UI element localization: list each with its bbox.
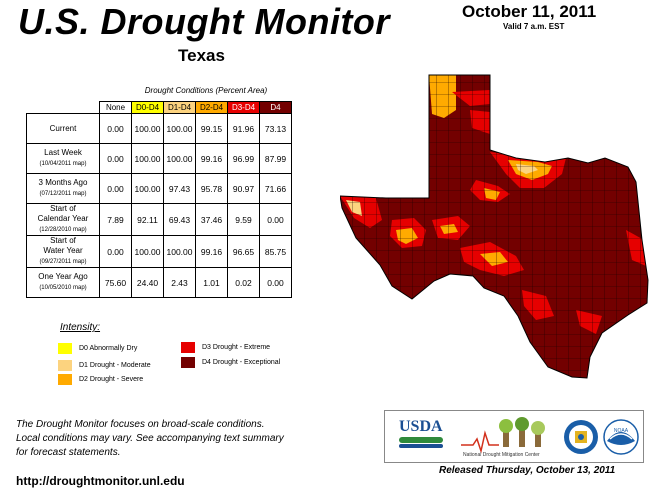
legend-label: D4 Drought - Exceptional	[202, 359, 281, 366]
legend-item-d0: D0 Abnormally Dry	[58, 343, 137, 354]
table-cell: 0.00	[259, 203, 292, 236]
column-header-none: None	[99, 101, 132, 114]
table-cell: 99.16	[195, 235, 228, 268]
drought-conditions-table: None D0-D4 D1-D4 D2-D4 D3-D4 D4 Current …	[26, 101, 292, 298]
note-line: for forecast statements.	[16, 447, 121, 458]
table-row: Start of Water Year (09/27/2011 map) 0.00 …	[26, 235, 292, 268]
legend-title: Intensity:	[60, 322, 101, 333]
table-cell: 85.75	[259, 235, 292, 268]
row-label: Last Week (10/04/2011 map)	[26, 143, 100, 174]
table-cell: 96.65	[227, 235, 260, 268]
table-cell: 0.00	[99, 235, 132, 268]
table-cell: 99.16	[195, 143, 228, 174]
table-cell: 100.00	[131, 143, 164, 174]
website-link[interactable]: http://droughtmonitor.unl.edu	[16, 474, 185, 488]
column-header-d3-d4: D3-D4	[227, 101, 260, 114]
legend-item-d1: D1 Drought - Moderate	[58, 360, 151, 371]
release-date: Released Thursday, October 13, 2011	[439, 465, 616, 476]
note-line: Local conditions may vary. See accompany…	[16, 433, 284, 444]
table-cell: 87.99	[259, 143, 292, 174]
table-cell: 100.00	[163, 113, 196, 144]
row-label: One Year Ago (10/05/2010 map)	[26, 267, 100, 298]
table-cell: 97.43	[163, 173, 196, 204]
table-cell: 100.00	[163, 143, 196, 174]
table-cell: 7.89	[99, 203, 132, 236]
page-title: U.S. Drought Monitor	[18, 1, 390, 42]
table-cell: 100.00	[163, 235, 196, 268]
legend-label: D1 Drought - Moderate	[79, 362, 151, 369]
table-cell: 71.66	[259, 173, 292, 204]
noaa-label: NOAA	[614, 428, 629, 434]
legend-swatch-d1	[58, 360, 72, 371]
table-caption: Drought Conditions (Percent Area)	[144, 86, 268, 95]
table-cell: 24.40	[131, 267, 164, 298]
table-cell: 0.00	[99, 173, 132, 204]
table-row: Current 0.00 100.00 100.00 99.15 91.96 7…	[26, 113, 292, 144]
table-cell: 100.00	[131, 235, 164, 268]
legend-swatch-d2	[58, 374, 72, 385]
table-cell: 90.97	[227, 173, 260, 204]
table-cell: 0.00	[99, 113, 132, 144]
table-cell: 95.78	[195, 173, 228, 204]
region-title: Texas	[178, 46, 225, 65]
column-header-d1-d4: D1-D4	[163, 101, 196, 114]
table-cell: 0.00	[99, 143, 132, 174]
table-cell: 37.46	[195, 203, 228, 236]
table-cell: 0.00	[259, 267, 292, 298]
table-row: 3 Months Ago (07/12/2011 map) 0.00 100.00…	[26, 173, 292, 204]
disclaimer-note: The Drought Monitor focuses on broad-sca…	[16, 418, 284, 460]
table-cell: 69.43	[163, 203, 196, 236]
texas-drought-map	[340, 74, 649, 379]
commerce-seal-icon	[564, 420, 598, 454]
row-label: Start of Water Year (09/27/2011 map)	[26, 235, 100, 268]
column-header-d2-d4: D2-D4	[195, 101, 228, 114]
usda-logo: USDA	[399, 419, 443, 448]
legend-item-d4: D4 Drought - Exceptional	[181, 357, 280, 368]
ndmc-logo	[461, 417, 545, 454]
row-label: Start of Calendar Year (12/28/2010 map)	[26, 203, 100, 236]
table-row: One Year Ago (10/05/2010 map) 75.60 24.40…	[26, 267, 292, 298]
table-cell: 2.43	[163, 267, 196, 298]
legend-swatch-d3	[181, 342, 195, 353]
table-cell: 1.01	[195, 267, 228, 298]
legend-label: D3 Drought - Extreme	[202, 344, 271, 351]
note-line: The Drought Monitor focuses on broad-sca…	[16, 419, 265, 430]
row-label: 3 Months Ago (07/12/2011 map)	[26, 173, 100, 204]
legend-item-d3: D3 Drought - Extreme	[181, 342, 270, 353]
table-cell: 99.15	[195, 113, 228, 144]
table-cell: 9.59	[227, 203, 260, 236]
ndmc-label: National Drought Mitigation Center	[463, 452, 540, 458]
table-row: Start of Calendar Year (12/28/2010 map) 7.…	[26, 203, 292, 236]
table-cell: 0.02	[227, 267, 260, 298]
legend-swatch-d4	[181, 357, 195, 368]
legend-label: D2 Drought - Severe	[79, 376, 144, 383]
column-header-d0-d4: D0-D4	[131, 101, 164, 114]
row-label: Current	[26, 113, 100, 144]
partner-logos: USDA National Drought Mitigation Center …	[384, 410, 644, 463]
table-cell: 92.11	[131, 203, 164, 236]
legend-swatch-d0	[58, 343, 72, 354]
table-corner	[27, 102, 100, 114]
table-cell: 100.00	[131, 113, 164, 144]
legend-label: D0 Abnormally Dry	[79, 345, 138, 352]
table-cell: 96.99	[227, 143, 260, 174]
table-cell: 73.13	[259, 113, 292, 144]
table-row: Last Week (10/04/2011 map) 0.00 100.00 10…	[26, 143, 292, 174]
table-cell: 91.96	[227, 113, 260, 144]
table-cell: 75.60	[99, 267, 132, 298]
column-header-d4: D4	[259, 101, 292, 114]
noaa-logo-icon: NOAA	[603, 419, 639, 455]
map-date: October 11, 2011	[462, 2, 597, 21]
table-cell: 100.00	[131, 173, 164, 204]
legend-item-d2: D2 Drought - Severe	[58, 374, 143, 385]
valid-time: Valid 7 a.m. EST	[503, 22, 565, 31]
